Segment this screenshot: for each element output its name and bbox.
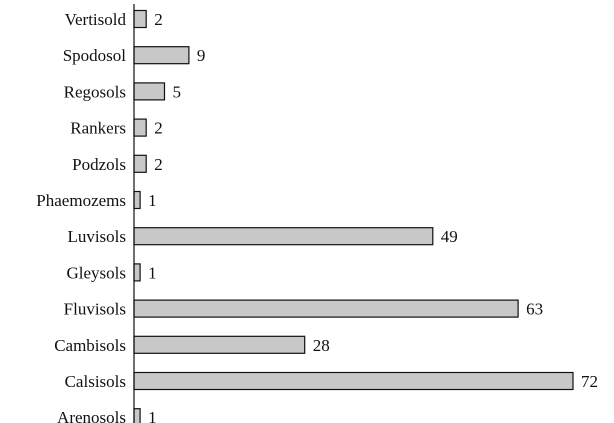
value-label-vertisold: 2 (154, 10, 163, 29)
bar-podzols (133, 154, 147, 173)
category-label-podzols: Podzols (72, 155, 126, 174)
bar-calsisols (133, 371, 574, 391)
value-label-phaemozems: 1 (148, 191, 157, 210)
value-label-arenosols: 1 (148, 408, 157, 423)
value-label-rankers: 2 (154, 119, 163, 138)
labels-layer: Vertisold 2 Spodosol 9 Regosols 5 Rankers 2 Podz… (36, 10, 598, 423)
bar-fluvisols (133, 299, 519, 318)
category-label-arenosols: Arenosols (57, 408, 126, 423)
category-label-vertisold: Vertisold (65, 10, 127, 29)
value-label-cambisols: 28 (313, 336, 330, 355)
value-label-calsisols: 72 (581, 372, 598, 391)
bar-luvisols (133, 227, 434, 246)
bar-spodosol (133, 46, 190, 65)
bar-rankers (133, 118, 147, 137)
category-label-cambisols: Cambisols (54, 336, 126, 355)
bar-arenosols (133, 408, 141, 423)
category-label-rankers: Rankers (70, 119, 126, 138)
category-label-spodosol: Spodosol (63, 46, 127, 65)
value-label-spodosol: 9 (197, 46, 206, 65)
value-label-luvisols: 49 (441, 227, 458, 246)
bar-regosols (133, 82, 166, 101)
value-label-fluvisols: 63 (526, 300, 543, 319)
category-label-calsisols: Calsisols (65, 372, 126, 391)
category-label-luvisols: Luvisols (67, 227, 126, 246)
category-label-regosols: Regosols (64, 82, 126, 101)
value-label-regosols: 5 (173, 82, 182, 101)
bar-gleysols (133, 263, 141, 282)
value-label-podzols: 2 (154, 155, 163, 174)
bars-layer (133, 9, 574, 423)
category-label-gleysols: Gleysols (67, 263, 127, 282)
category-label-fluvisols: Fluvisols (64, 300, 126, 319)
category-label-phaemozems: Phaemozems (36, 191, 126, 210)
bar-phaemozems (133, 190, 141, 210)
value-label-gleysols: 1 (148, 263, 157, 282)
bar-vertisold (133, 9, 147, 29)
bar-cambisols (133, 335, 306, 354)
